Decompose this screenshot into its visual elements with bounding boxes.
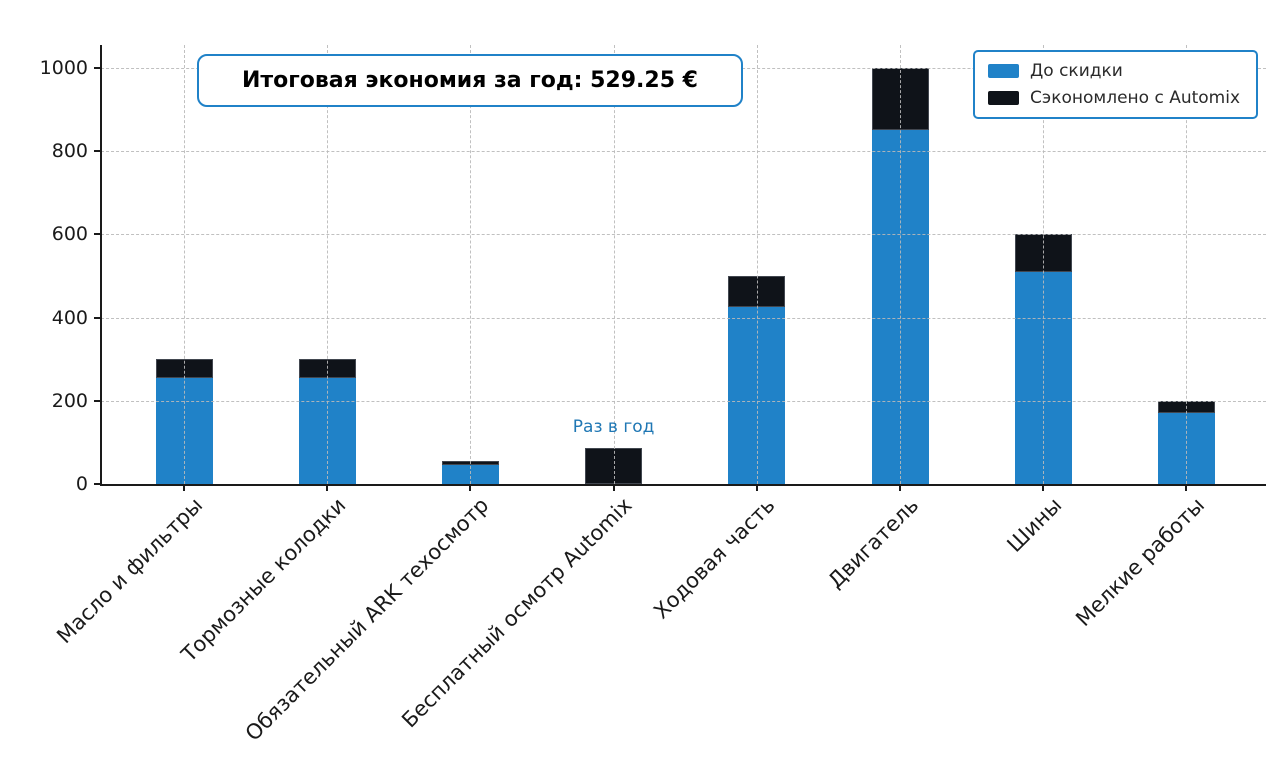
y-tick-label: 0 [75,473,88,495]
x-gridline [613,45,615,484]
legend-item-saved: Сэкономлено с Automix [988,88,1243,108]
legend-swatch-black [988,91,1019,105]
y-axis [100,45,102,484]
x-axis [100,484,1266,486]
x-tick-mark [1042,484,1045,491]
x-gridline [900,45,901,484]
x-tick-label: Тормозные колодки [176,493,351,667]
x-tick-label: Масло и фильтры [51,493,207,649]
legend-label: До скидки [1030,61,1123,81]
y-tick-mark [94,483,101,485]
y-gridline [101,400,1266,402]
annotation-once-a-year: Раз в год [572,417,655,438]
y-tick-mark [94,66,101,69]
x-tick-label: Обязательный ARK техосмотр [240,493,494,746]
x-gridline [1186,45,1188,484]
x-tick-mark [326,484,329,491]
y-tick-label: 600 [51,223,88,246]
y-tick-mark [94,150,101,153]
y-tick-label: 200 [51,389,88,412]
y-gridline [101,234,1266,236]
x-tick-mark [469,484,472,491]
x-tick-label: Шины [1002,493,1067,557]
y-tick-label: 400 [51,306,88,329]
legend-item-before-discount: До скидки [988,61,1243,81]
x-tick-label: Ходовая часть [649,493,780,624]
chart-title-box: Итоговая экономия за год: 529.25 € [197,54,743,107]
x-tick-label: Мелкие работы [1071,493,1210,632]
y-tick-mark [94,399,101,402]
y-tick-label: 1000 [39,56,88,79]
x-tick-mark [612,484,615,491]
legend: До скидки Сэкономлено с Automix [973,50,1258,119]
x-tick-label: Двигатель [823,493,923,593]
x-tick-mark [899,484,901,491]
y-gridline [101,317,1266,319]
y-tick-mark [94,233,101,236]
legend-label: Сэкономлено с Automix [1030,88,1241,108]
y-tick-mark [94,316,101,319]
x-gridline [327,45,329,484]
x-gridline [470,45,472,484]
x-gridline [1043,45,1045,484]
y-gridline [101,151,1266,153]
chart-title: Итоговая экономия за год: 529.25 € [241,68,698,93]
x-tick-mark [755,484,758,491]
legend-swatch-blue [988,64,1019,78]
x-gridline [756,45,758,484]
y-tick-label: 800 [51,140,88,163]
x-tick-mark [183,484,185,491]
x-tick-mark [1185,484,1188,491]
x-tick-label: Бесплатный осмотр Automix [397,493,637,733]
x-gridline [184,45,185,484]
